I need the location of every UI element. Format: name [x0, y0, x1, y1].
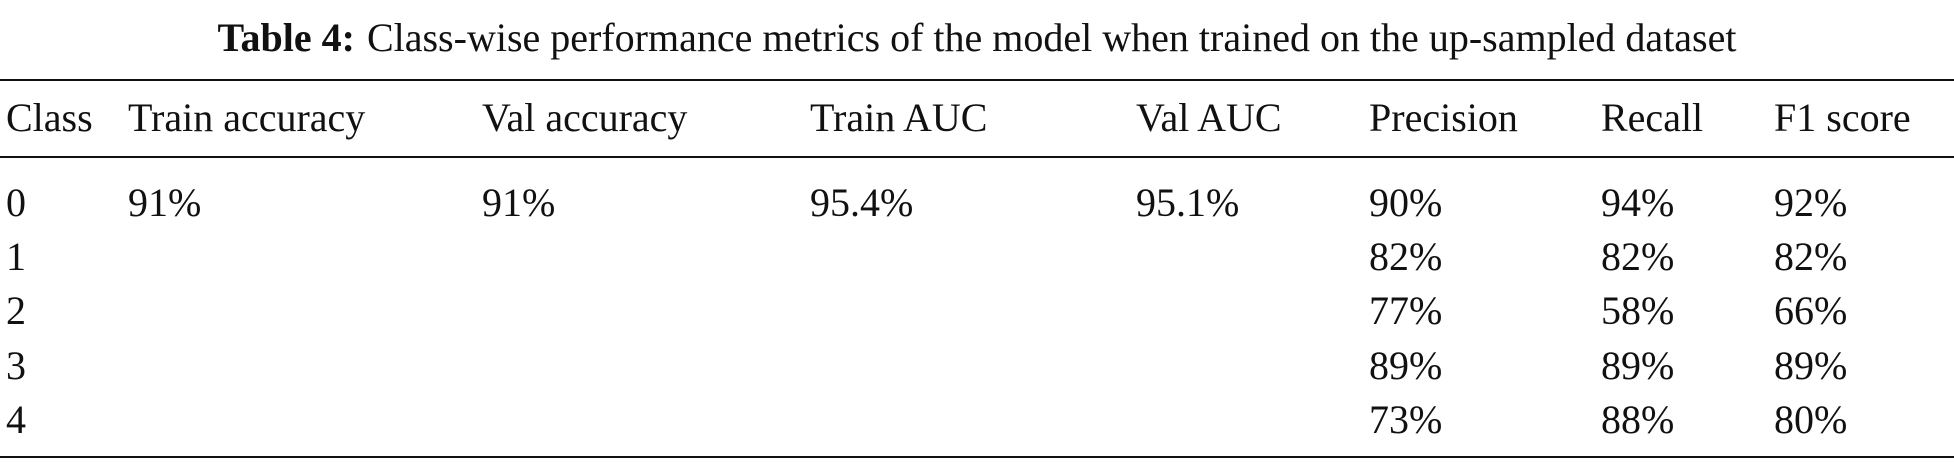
header-cell: Train AUC [810, 95, 988, 140]
header-rule [0, 156, 1954, 158]
table-cell: 91% [128, 180, 202, 225]
table-cell: 89% [1774, 343, 1848, 388]
header-cell: Precision [1369, 95, 1518, 140]
header-cell: Train accuracy [128, 95, 366, 140]
top-rule [0, 79, 1954, 81]
table-cell: 66% [1774, 288, 1848, 333]
table-cell: 82% [1369, 234, 1443, 279]
table-cell: 77% [1369, 288, 1443, 333]
table-cell: 90% [1369, 180, 1443, 225]
table-cell: 3 [6, 343, 26, 388]
table-cell: 0 [6, 180, 26, 225]
table-cell: 95.1% [1136, 180, 1240, 225]
header-cell: Class [6, 95, 93, 140]
caption-label: Table 4: [217, 15, 355, 60]
header-cell: Val accuracy [482, 95, 688, 140]
bottom-rule [0, 456, 1954, 458]
header-cell: Recall [1601, 95, 1704, 140]
caption-text: Class-wise performance metrics of the mo… [366, 15, 1737, 60]
table-cell: 91% [482, 180, 556, 225]
table-cell: 1 [6, 234, 26, 279]
table-cell: 89% [1601, 343, 1675, 388]
table-cell: 92% [1774, 180, 1848, 225]
table-caption: Table 4: Class-wise performance metrics o… [0, 14, 1954, 61]
header-cell: F1 score [1774, 95, 1911, 140]
table-cell: 4 [6, 397, 26, 442]
table-cell: 95.4% [810, 180, 914, 225]
header-cell: Val AUC [1136, 95, 1282, 140]
table-cell: 82% [1774, 234, 1848, 279]
table-cell: 94% [1601, 180, 1675, 225]
table-cell: 2 [6, 288, 26, 333]
table-cell: 88% [1601, 397, 1675, 442]
table-cell: 82% [1601, 234, 1675, 279]
table-cell: 58% [1601, 288, 1675, 333]
table-cell: 89% [1369, 343, 1443, 388]
table-cell: 80% [1774, 397, 1848, 442]
table-cell: 73% [1369, 397, 1443, 442]
